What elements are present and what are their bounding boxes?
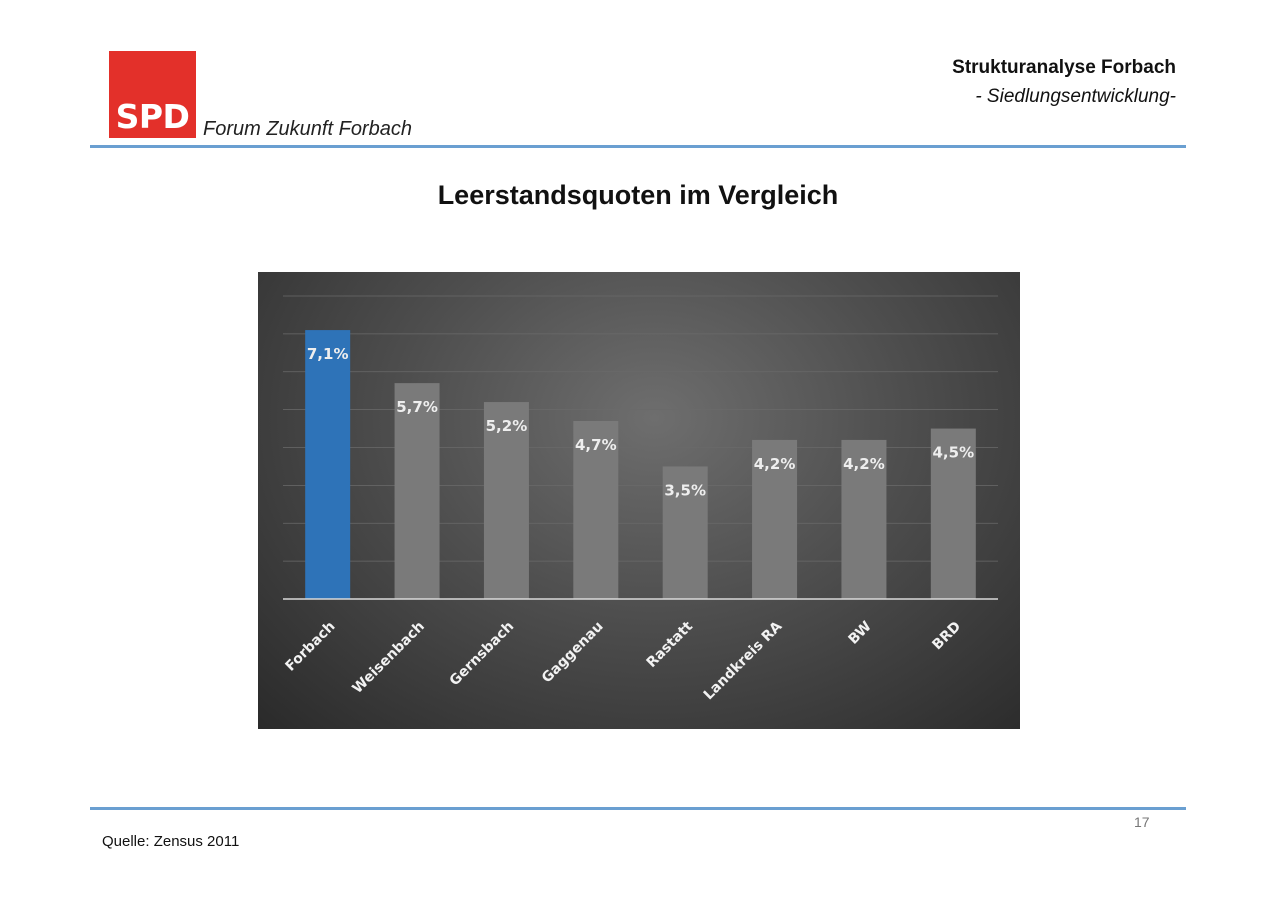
footer-divider xyxy=(90,807,1186,810)
data-label: 5,2% xyxy=(486,417,528,435)
x-tick-label: BRD xyxy=(929,619,964,654)
chart-svg: 7,1% Forbach 5,7% Weisenbach 5,2% Gernsbach 4,… xyxy=(282,295,998,703)
x-tick-label: Landkreis RA xyxy=(701,618,786,703)
data-label: 4,5% xyxy=(933,444,975,462)
data-label: 4,7% xyxy=(575,436,617,454)
data-label: 5,7% xyxy=(396,398,438,416)
brand-subtitle: Forum Zukunft Forbach xyxy=(203,118,412,140)
x-tick-label: Gaggenau xyxy=(539,619,607,687)
bar-gernsbach xyxy=(483,402,529,599)
logo-text: SPD xyxy=(115,97,190,136)
data-label: 4,2% xyxy=(754,455,796,473)
header-title: Strukturanalyse Forbach xyxy=(952,57,1176,78)
bar-landkreis-ra xyxy=(752,439,798,599)
data-label: 7,1% xyxy=(307,345,349,363)
header-divider xyxy=(90,145,1186,148)
bar-weisenbach xyxy=(394,383,440,599)
header-subtitle: - Siedlungsentwicklung- xyxy=(975,86,1176,107)
x-tick-label: Rastatt xyxy=(644,618,697,671)
data-label: 3,5% xyxy=(664,481,706,499)
data-label: 4,2% xyxy=(843,455,885,473)
spd-logo: SPD xyxy=(109,51,196,138)
bar-forbach xyxy=(305,330,351,599)
bar-chart: 7,1% Forbach 5,7% Weisenbach 5,2% Gernsbach 4,… xyxy=(258,272,1020,729)
page-number: 17 xyxy=(1134,814,1150,830)
bar-brd xyxy=(930,428,976,599)
x-tick-label: Gernsbach xyxy=(447,619,518,690)
x-tick-label: BW xyxy=(846,619,875,648)
bar-rastatt xyxy=(662,466,708,599)
page-title: Leerstandsquoten im Vergleich xyxy=(437,180,839,210)
source-note: Quelle: Zensus 2011 xyxy=(102,833,240,850)
bar-gaggenau xyxy=(573,420,619,599)
bar-bw xyxy=(841,439,887,599)
x-tick-label: Forbach xyxy=(282,619,338,675)
x-tick-label: Weisenbach xyxy=(350,619,428,697)
